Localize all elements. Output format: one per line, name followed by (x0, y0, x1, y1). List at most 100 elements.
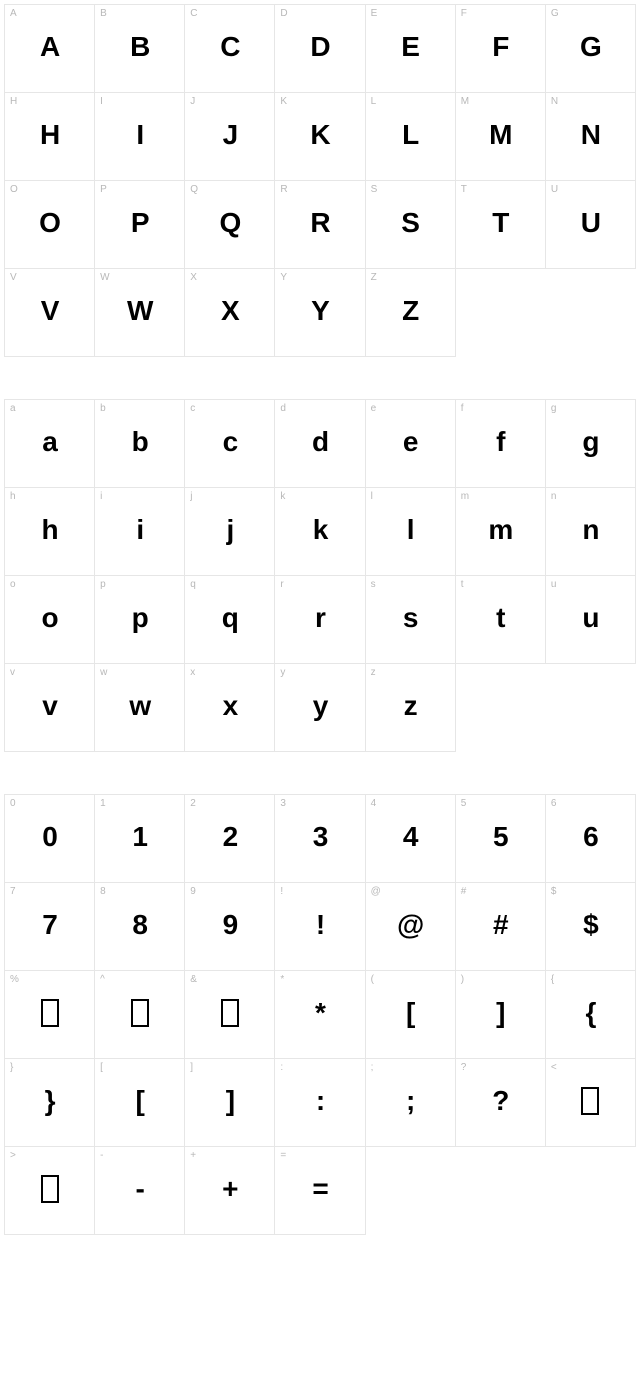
charmap-cell: 55 (456, 795, 546, 883)
charmap-cell-glyph: # (456, 909, 545, 941)
charmap-cell: 22 (185, 795, 275, 883)
charmap-cell: gg (546, 400, 636, 488)
charmap-cell: UU (546, 181, 636, 269)
charmap-cell-glyph (95, 997, 184, 1029)
charmap-cell: EE (366, 5, 456, 93)
charmap-cell-label: ! (280, 886, 283, 897)
charmap-cell-glyph: C (185, 31, 274, 63)
charmap-cell-label: X (190, 272, 197, 283)
charmap-cell-glyph: t (456, 602, 545, 634)
charmap-cell-label: a (10, 403, 16, 414)
charmap-cell-glyph: Z (366, 295, 455, 327)
charmap-cell: xx (185, 664, 275, 752)
charmap-cell-label: e (371, 403, 377, 414)
charmap-cell-label: 0 (10, 798, 16, 809)
charmap-cell-label: $ (551, 886, 557, 897)
charmap-cell-glyph: n (546, 514, 635, 546)
charmap-cell-label: ? (461, 1062, 467, 1073)
charmap-cell-label: d (280, 403, 286, 414)
charmap-cell-label: - (100, 1150, 103, 1161)
charmap-cell-label: b (100, 403, 106, 414)
charmap-cell-glyph: m (456, 514, 545, 546)
charmap-cell-label: 8 (100, 886, 106, 897)
charmap-cell-glyph: S (366, 207, 455, 239)
charmap-cell: }} (5, 1059, 95, 1147)
charmap-cell-glyph: P (95, 207, 184, 239)
charmap-cell: qq (185, 576, 275, 664)
charmap-cell: kk (275, 488, 365, 576)
charmap-cell-glyph (5, 1173, 94, 1205)
charmap-cell-label: K (280, 96, 287, 107)
charmap-cell-glyph: q (185, 602, 274, 634)
charmap-cell: vv (5, 664, 95, 752)
charmap-cell-label: o (10, 579, 16, 590)
charmap-cell-glyph: [ (366, 997, 455, 1029)
charmap-cell-label: c (190, 403, 195, 414)
charmap-cell: pp (95, 576, 185, 664)
charmap-cell: RR (275, 181, 365, 269)
charmap-cell-label: 4 (371, 798, 377, 809)
charmap-cell-label: * (280, 974, 284, 985)
charmap-cell-label: { (551, 974, 554, 985)
charmap-cell: bb (95, 400, 185, 488)
charmap-cell-glyph: [ (95, 1085, 184, 1117)
charmap-cell-glyph: { (546, 997, 635, 1029)
charmap-cell-label: 9 (190, 886, 196, 897)
charmap-cell: ZZ (366, 269, 456, 357)
charmap-cell-label: x (190, 667, 195, 678)
charmap-cell-glyph: O (5, 207, 94, 239)
charmap-cell-label: < (551, 1062, 557, 1073)
charmap-cell-blank (456, 1147, 546, 1235)
charmap-cell-blank (456, 269, 546, 357)
charmap-cell-label: Z (371, 272, 377, 283)
charmap-cell-label: E (371, 8, 378, 19)
charmap-cell-glyph: i (95, 514, 184, 546)
charmap-cell: 33 (275, 795, 365, 883)
charmap-cell-glyph: M (456, 119, 545, 151)
charmap-cell: PP (95, 181, 185, 269)
charmap-cell: 44 (366, 795, 456, 883)
charmap-cell: 99 (185, 883, 275, 971)
charmap-cell-blank (546, 269, 636, 357)
charmap-cell: ** (275, 971, 365, 1059)
charmap-cell-glyph: D (275, 31, 364, 63)
charmap-cell-label: l (371, 491, 373, 502)
charmap-cell-glyph: a (5, 426, 94, 458)
charmap-cell-glyph: ; (366, 1085, 455, 1117)
charmap-cell: tt (456, 576, 546, 664)
charmap-cell: nn (546, 488, 636, 576)
charmap-cell-label: ) (461, 974, 464, 985)
charmap-cell: 77 (5, 883, 95, 971)
charmap-cell-glyph: e (366, 426, 455, 458)
charmap-cell-label: # (461, 886, 467, 897)
charmap-cell-glyph: 7 (5, 909, 94, 941)
charmap-cell: MM (456, 93, 546, 181)
charmap-cell-label: q (190, 579, 196, 590)
charmap-cell-label: @ (371, 886, 381, 897)
charmap-cell: ff (456, 400, 546, 488)
charmap-cell: HH (5, 93, 95, 181)
charmap-cell-glyph: c (185, 426, 274, 458)
charmap-cell-glyph: W (95, 295, 184, 327)
charmap-cell-label: P (100, 184, 107, 195)
charmap-cell-glyph: Y (275, 295, 364, 327)
charmap-cell: )] (456, 971, 546, 1059)
charmap-cell-glyph: L (366, 119, 455, 151)
charmap-cell-label: I (100, 96, 103, 107)
charmap-cell-glyph: 2 (185, 821, 274, 853)
charmap-cell-label: D (280, 8, 287, 19)
charmap-cell-label: 7 (10, 886, 16, 897)
charmap-cell-glyph: y (275, 690, 364, 722)
charmap-cell-glyph: ? (456, 1085, 545, 1117)
charmap-cell-label: z (371, 667, 376, 678)
charmap-cell-glyph: T (456, 207, 545, 239)
charmap-cell-label: H (10, 96, 17, 107)
charmap-cell-glyph: x (185, 690, 274, 722)
charmap-cell-label: ^ (100, 974, 105, 985)
charmap-cell-label: = (280, 1150, 286, 1161)
charmap-cell-glyph: 4 (366, 821, 455, 853)
charmap-cell: CC (185, 5, 275, 93)
charmap-cell-glyph: v (5, 690, 94, 722)
charmap-cell-label: > (10, 1150, 16, 1161)
missing-glyph-icon (41, 1175, 59, 1203)
